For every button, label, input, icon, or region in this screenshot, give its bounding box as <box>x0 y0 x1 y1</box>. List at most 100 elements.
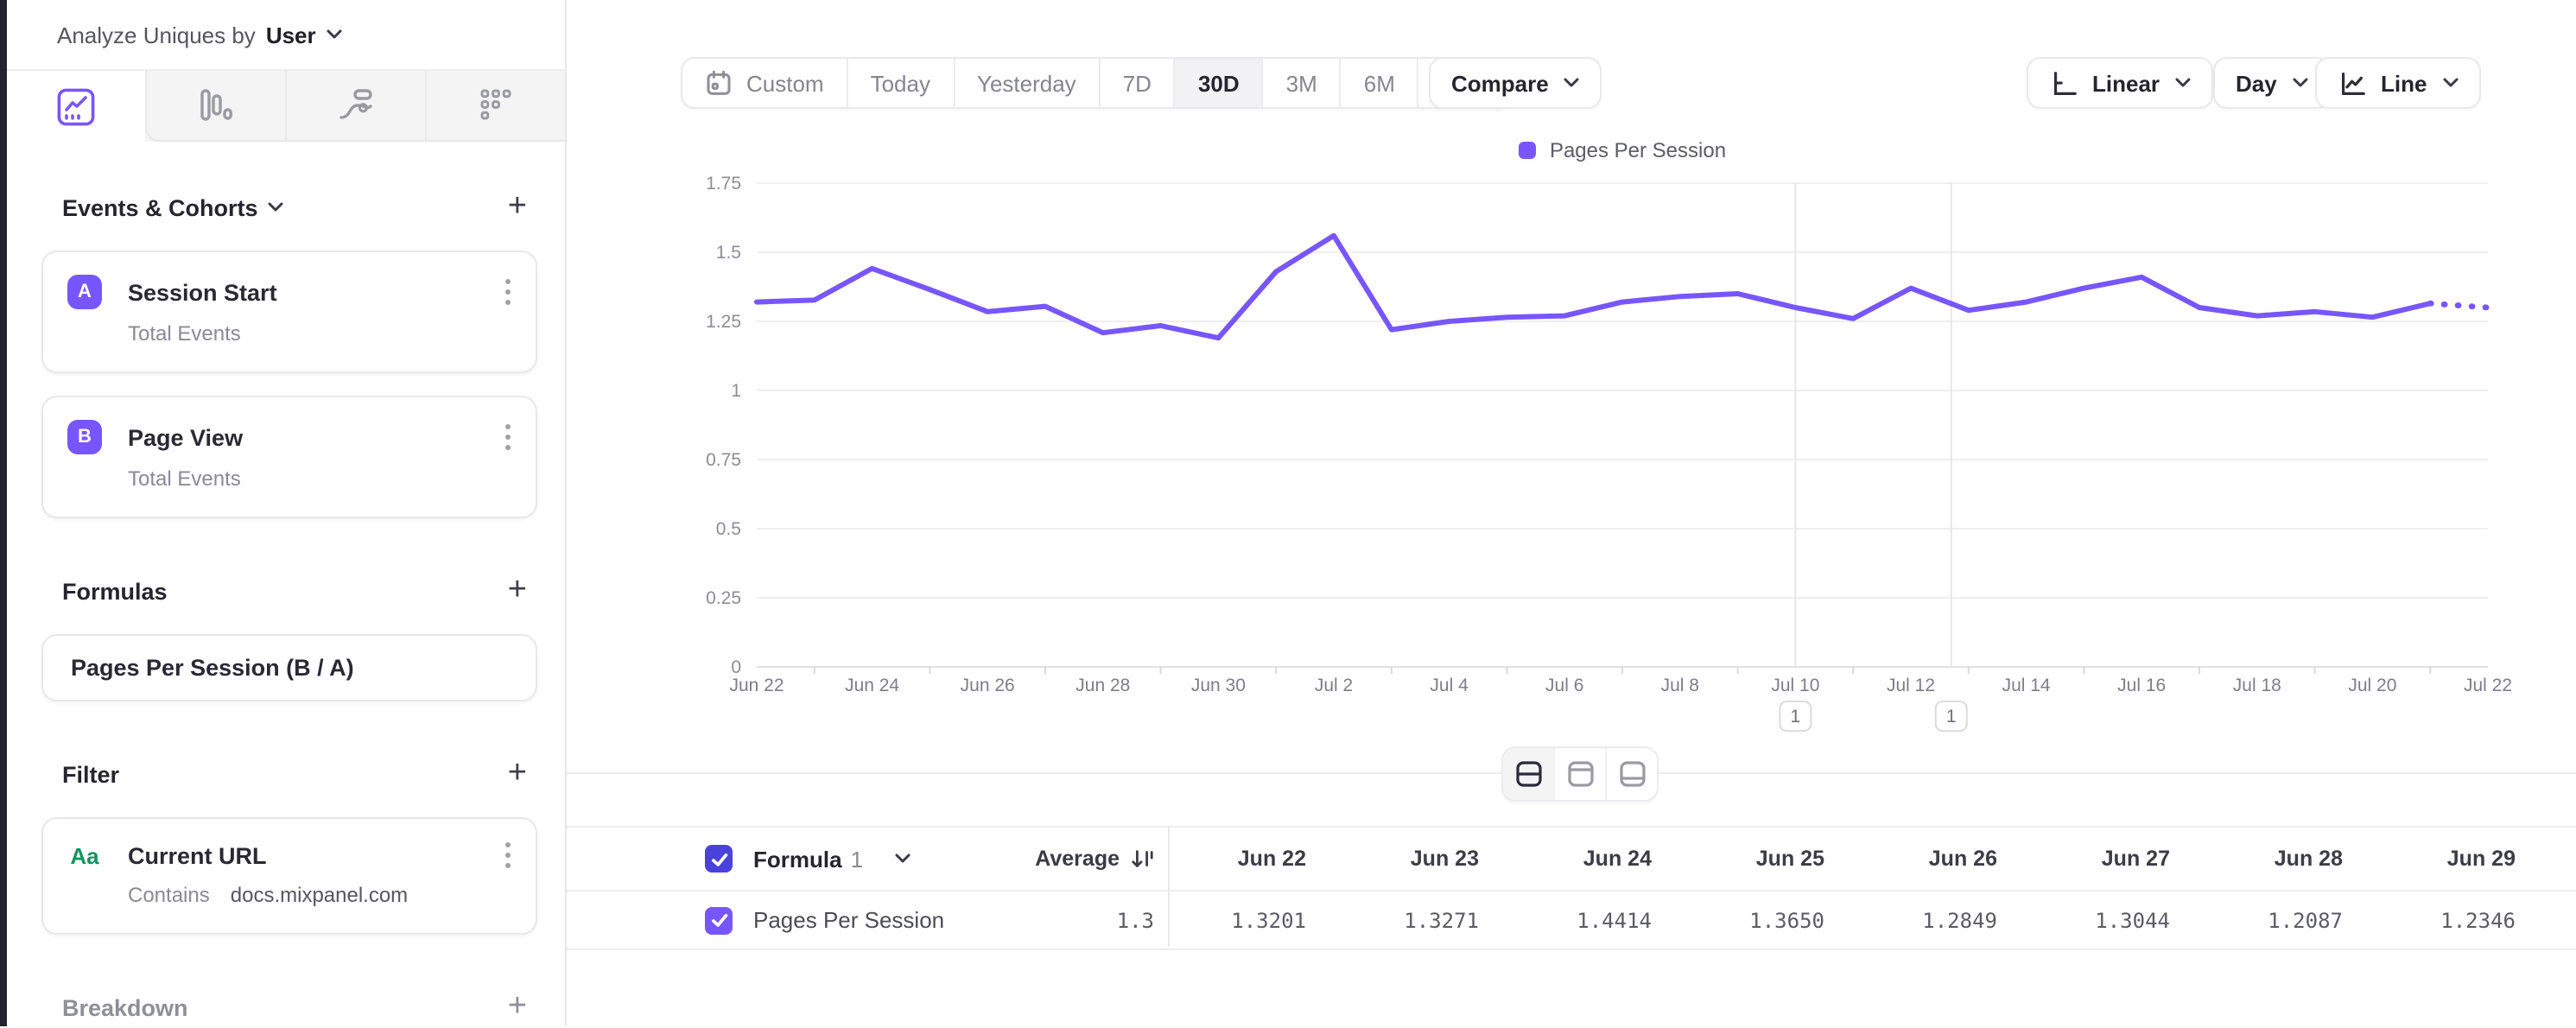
date-column-header[interactable]: Jun 28 <box>2274 847 2343 871</box>
add-breakdown-button[interactable]: + <box>507 988 527 1025</box>
range-6m[interactable]: 6M <box>1339 59 1418 107</box>
breakdown-title: Breakdown <box>62 994 188 1020</box>
line-chart-icon <box>57 87 95 125</box>
tab-insights[interactable] <box>7 71 145 142</box>
range-label: 7D <box>1122 70 1152 96</box>
tab-flows[interactable] <box>285 71 425 142</box>
series-legend-label: Pages Per Session <box>1549 138 1727 162</box>
linear-axis-icon <box>2049 68 2078 98</box>
formulas-header: Formulas + <box>62 570 534 612</box>
select-all-checkbox[interactable] <box>705 845 733 873</box>
tab-funnels[interactable] <box>145 71 285 142</box>
formula-card[interactable]: Pages Per Session (B / A) <box>41 634 537 701</box>
svg-text:Jul 12: Jul 12 <box>1887 676 1935 695</box>
event-card-page-view[interactable]: B Page View Total Events <box>41 396 537 518</box>
svg-text:Jul 6: Jul 6 <box>1545 676 1583 695</box>
event-title: Page View <box>128 424 244 450</box>
formula-index: 1 <box>850 846 864 872</box>
tab-retention[interactable] <box>425 71 565 142</box>
add-event-button[interactable]: + <box>507 188 527 225</box>
average-label: Average <box>1035 847 1120 871</box>
range-today[interactable]: Today <box>846 59 953 107</box>
sort-icon <box>1130 847 1154 871</box>
range-label: 6M <box>1363 70 1395 96</box>
chevron-down-icon <box>894 853 910 864</box>
date-range-segmented-control: Custom Today Yesterday 7D 30D 3M 6M 12M <box>681 57 1510 109</box>
analyze-prefix-label: Analyze Uniques by <box>57 22 256 48</box>
table-column-separator <box>1168 826 1170 947</box>
range-yesterday[interactable]: Yesterday <box>953 59 1099 107</box>
split-view-button[interactable] <box>1503 748 1553 800</box>
add-filter-button[interactable]: + <box>507 755 527 791</box>
cell-value: 1.3271 <box>1404 908 1479 932</box>
filter-card-current-url[interactable]: Aa Current URL Contains docs.mixpanel.co… <box>41 817 537 935</box>
formula-title: Pages Per Session (B / A) <box>71 655 354 681</box>
report-main: Custom Today Yesterday 7D 30D 3M 6M 12M … <box>567 0 2576 1026</box>
axis-scale-dropdown[interactable]: Linear <box>2027 57 2214 109</box>
range-30d[interactable]: 30D <box>1173 59 1262 107</box>
range-custom[interactable]: Custom <box>682 59 847 107</box>
date-column-header[interactable]: Jun 24 <box>1583 847 1652 871</box>
chevron-down-icon[interactable] <box>269 202 284 213</box>
kebab-menu-icon[interactable] <box>504 423 511 451</box>
chevron-down-icon <box>2175 78 2191 88</box>
bar-chart-icon <box>197 86 235 124</box>
event-badge-b: B <box>67 420 102 454</box>
pages-per-session-line-chart[interactable]: 0 0.25 0.5 0.75 1 1.25 1.5 1.75 1 1 Jun 22 Jun 24 Ju… <box>567 173 2576 746</box>
average-column-header[interactable]: Average <box>1033 847 1168 871</box>
range-7d[interactable]: 7D <box>1098 59 1174 107</box>
svg-text:0.75: 0.75 <box>706 450 741 470</box>
chart-type-label: Line <box>2381 70 2427 96</box>
svg-text:1: 1 <box>1946 707 1957 727</box>
date-column-header[interactable]: Jun 23 <box>1410 847 1479 871</box>
cell-value: 1.2849 <box>1922 908 1997 932</box>
svg-text:Jun 28: Jun 28 <box>1075 676 1130 695</box>
range-label: Custom <box>746 70 824 96</box>
time-interval-dropdown[interactable]: Day <box>2213 57 2331 109</box>
svg-text:Jun 22: Jun 22 <box>729 676 784 695</box>
filter-header: Filter + <box>62 753 534 795</box>
chart-type-dropdown[interactable]: Line <box>2315 57 2481 109</box>
svg-text:Jul 8: Jul 8 <box>1661 676 1699 695</box>
analyze-entity-dropdown[interactable]: User <box>265 22 316 48</box>
svg-text:Jul 22: Jul 22 <box>2464 676 2512 695</box>
kebab-menu-icon[interactable] <box>504 841 511 869</box>
formula-group-dropdown[interactable]: Formula 1 <box>753 846 863 872</box>
events-cohorts-header: Events & Cohorts + <box>62 187 534 228</box>
date-column-header[interactable]: Jun 29 <box>2446 847 2516 871</box>
date-column-header[interactable]: Jun 25 <box>1755 847 1824 871</box>
svg-text:Jun 24: Jun 24 <box>845 676 899 695</box>
chart-legend[interactable]: Pages Per Session <box>757 138 2488 162</box>
analyze-uniques-row: Analyze Uniques by User <box>7 0 565 71</box>
calendar-icon <box>705 69 733 97</box>
range-label: 3M <box>1285 70 1317 96</box>
filter-operator[interactable]: Contains <box>128 883 210 907</box>
table-only-view-button[interactable] <box>1605 748 1657 800</box>
filter-property-name: Current URL <box>128 842 267 868</box>
chart-only-view-button[interactable] <box>1553 748 1605 800</box>
date-column-header[interactable]: Jun 26 <box>1928 847 1997 871</box>
chevron-down-icon <box>2442 78 2458 88</box>
date-column-header[interactable]: Jun 27 <box>2101 847 2170 871</box>
cell-value: 1.4414 <box>1577 908 1652 932</box>
kebab-menu-icon[interactable] <box>504 278 511 306</box>
svg-text:Jul 4: Jul 4 <box>1430 676 1469 695</box>
range-label: Yesterday <box>977 70 1076 96</box>
series-checkbox[interactable] <box>705 906 733 934</box>
event-title: Session Start <box>128 279 277 305</box>
date-column-header[interactable]: Jun 22 <box>1237 847 1306 871</box>
event-aggregation[interactable]: Total Events <box>128 466 241 491</box>
svg-text:1.25: 1.25 <box>706 312 741 332</box>
add-formula-button[interactable]: + <box>507 572 527 608</box>
event-card-session-start[interactable]: A Session Start Total Events <box>41 251 537 373</box>
event-aggregation[interactable]: Total Events <box>128 321 241 346</box>
retention-grid-icon <box>477 86 515 124</box>
compare-button[interactable]: Compare <box>1429 57 1602 109</box>
table-row[interactable]: Pages Per Session 1.3 1.3201 1.3271 1.44… <box>567 892 2576 950</box>
cell-value: 1.2087 <box>2268 908 2343 932</box>
filter-title: Filter <box>62 761 120 787</box>
svg-text:0: 0 <box>731 657 741 677</box>
range-3m[interactable]: 3M <box>1261 59 1340 107</box>
filter-value[interactable]: docs.mixpanel.com <box>230 883 409 907</box>
